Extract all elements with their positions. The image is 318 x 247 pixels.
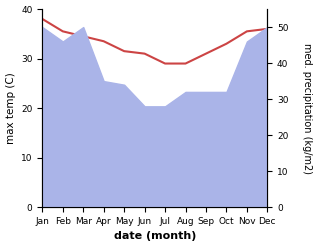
- Y-axis label: med. precipitation (kg/m2): med. precipitation (kg/m2): [302, 43, 313, 174]
- X-axis label: date (month): date (month): [114, 231, 196, 242]
- Y-axis label: max temp (C): max temp (C): [5, 72, 16, 144]
